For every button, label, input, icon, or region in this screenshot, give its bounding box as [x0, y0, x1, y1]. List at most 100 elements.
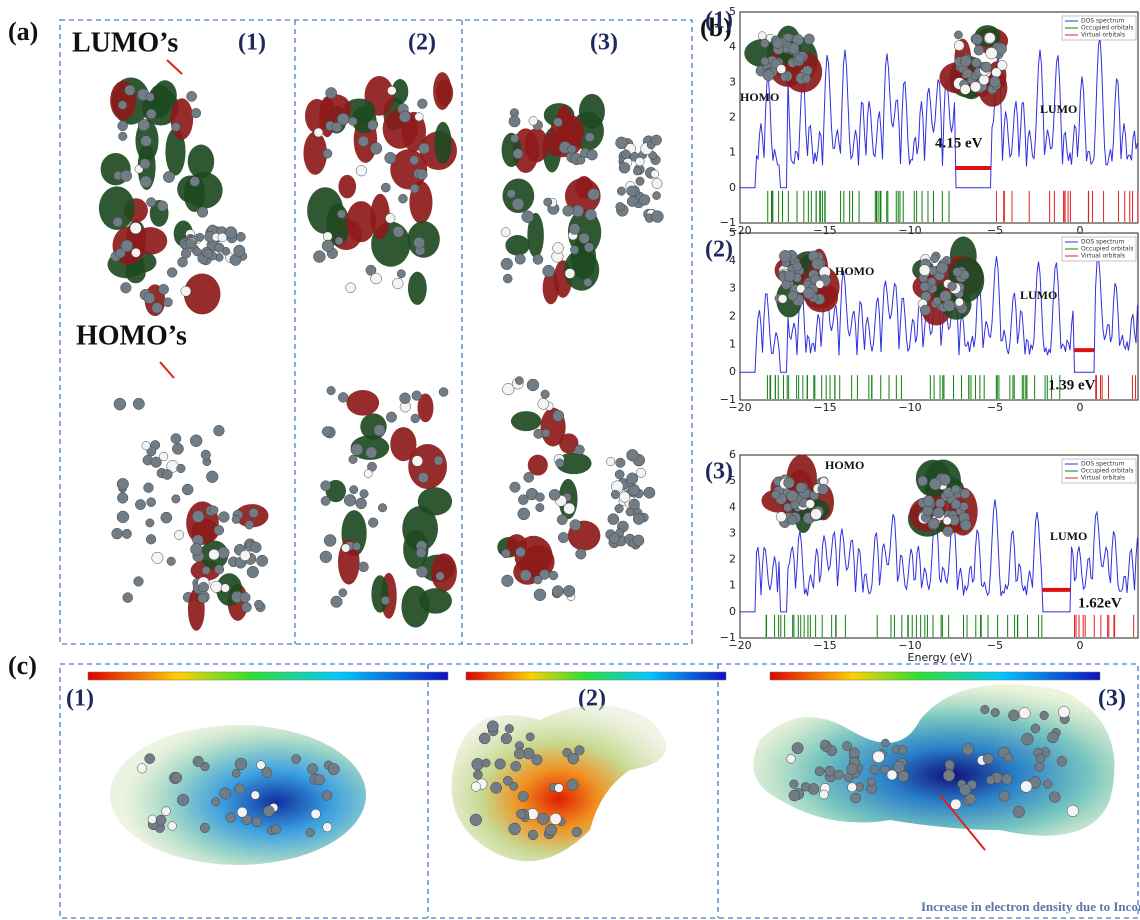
- atom: [932, 296, 942, 306]
- atom: [533, 575, 543, 585]
- atom: [527, 829, 539, 841]
- atom: [811, 257, 824, 270]
- atom: [628, 498, 640, 510]
- atom: [510, 133, 520, 143]
- atom: [1018, 707, 1031, 720]
- atom: [143, 292, 156, 304]
- atom: [189, 176, 200, 187]
- atom: [552, 585, 564, 598]
- atom: [933, 507, 945, 519]
- y-tick-label: 1: [729, 146, 736, 159]
- atom: [978, 74, 990, 86]
- atom: [251, 816, 263, 828]
- panel-frame: [59, 19, 693, 645]
- atom: [635, 156, 645, 167]
- atom: [494, 758, 506, 770]
- atom: [307, 763, 319, 775]
- atom: [325, 87, 338, 99]
- atom: [1020, 780, 1033, 793]
- atom: [788, 789, 801, 802]
- y-tick-label: 2: [729, 111, 736, 124]
- atom: [185, 238, 196, 249]
- atom: [398, 110, 411, 123]
- atom: [113, 397, 127, 411]
- atom: [200, 449, 211, 460]
- atom: [378, 503, 388, 513]
- atom: [504, 724, 514, 734]
- atom: [872, 750, 885, 764]
- atom: [343, 494, 357, 507]
- atom: [478, 732, 491, 745]
- atom: [609, 533, 620, 544]
- atom: [186, 91, 197, 102]
- atom: [788, 42, 800, 54]
- atom: [512, 148, 524, 160]
- atom: [208, 548, 220, 561]
- plot-frame: [739, 11, 1139, 224]
- column-label: (1): [66, 686, 94, 712]
- atom: [151, 302, 163, 314]
- atom: [146, 108, 157, 120]
- atom: [981, 61, 992, 73]
- legend-entry: Virtual orbitals: [1081, 475, 1125, 482]
- atom: [398, 194, 408, 204]
- orbital-lobe: [527, 454, 548, 476]
- atom: [922, 495, 935, 507]
- atom: [1034, 761, 1045, 772]
- lumo-label: LUMO: [1050, 529, 1087, 543]
- atom: [1008, 709, 1020, 722]
- atom: [795, 482, 807, 494]
- atom: [171, 122, 181, 132]
- atom: [984, 32, 996, 44]
- atom: [147, 814, 157, 824]
- y-tick-label: 3: [729, 526, 736, 539]
- atom: [515, 546, 526, 558]
- atom: [996, 60, 1008, 71]
- legend-entry: Occupied orbitals: [1081, 25, 1133, 32]
- legend-entry: DOS spectrum: [1081, 239, 1125, 246]
- atom: [435, 571, 445, 581]
- atom: [220, 583, 230, 593]
- atom: [532, 254, 544, 265]
- atom: [791, 742, 804, 755]
- homo-label: HOMO: [740, 90, 779, 104]
- atom: [313, 774, 325, 786]
- y-tick-label: 1: [729, 337, 736, 350]
- atom: [533, 588, 547, 601]
- panel-label: (a): [8, 17, 38, 46]
- atom: [352, 542, 361, 551]
- atom: [291, 754, 301, 764]
- atom: [618, 162, 631, 174]
- atom: [133, 576, 144, 587]
- atom: [982, 753, 995, 765]
- atom: [893, 760, 906, 773]
- atom: [563, 502, 576, 515]
- atom: [575, 548, 587, 560]
- atom: [502, 273, 513, 284]
- atom: [310, 808, 321, 819]
- atom: [607, 513, 620, 525]
- atom: [233, 244, 246, 257]
- atom: [651, 134, 662, 146]
- orbital-lobe: [307, 187, 344, 234]
- x-tick-label: −20: [728, 224, 751, 237]
- atom: [409, 183, 420, 194]
- atom: [917, 475, 928, 487]
- panel-label: (b): [700, 13, 732, 42]
- atom: [962, 743, 975, 756]
- atom: [553, 117, 563, 128]
- orbital-lobe: [408, 443, 447, 490]
- atom: [651, 210, 664, 223]
- atom: [217, 546, 230, 559]
- atom: [209, 505, 219, 515]
- atom: [632, 534, 645, 547]
- atom: [517, 790, 529, 802]
- orbital-lobe: [303, 131, 328, 175]
- atom: [541, 428, 551, 438]
- atom: [481, 758, 491, 768]
- atom: [500, 257, 513, 270]
- atom: [614, 504, 624, 514]
- atom: [570, 245, 580, 255]
